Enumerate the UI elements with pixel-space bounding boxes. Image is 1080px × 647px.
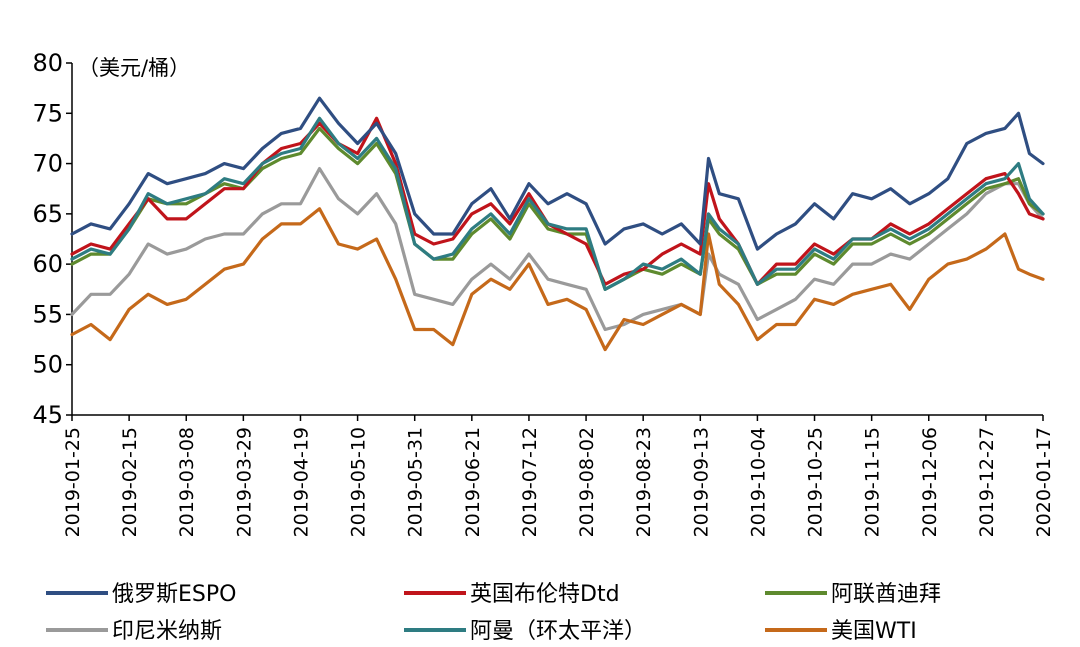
x-tick-label: 2019-12-06 [919,427,941,537]
x-tick-label: 2019-08-23 [633,427,655,537]
series-line-0 [70,96,1045,251]
series-line-3 [70,167,1045,332]
x-tick-label: 2019-03-29 [233,427,255,537]
x-tick-label: 2019-01-25 [62,427,84,537]
legend-label-5: 美国WTI [831,619,917,644]
series-line-4 [70,116,1045,291]
y-tick-label: 70 [32,150,63,178]
x-tick-label: 2019-09-13 [690,427,712,537]
x-tick-label: 2019-06-21 [462,427,484,537]
legend-label-3: 印尼米纳斯 [112,619,222,644]
y-axis: 45 50 55 60 65 70 75 80 [32,49,73,429]
x-tick-label: 2019-10-25 [805,427,827,537]
series-line-1 [70,116,1045,286]
x-tick-label: 2019-05-10 [348,427,370,537]
y-tick-label: 45 [32,401,63,429]
x-tick-label: 2019-08-02 [576,427,598,537]
series-line-2 [70,126,1045,291]
legend-label-1: 英国布伦特Dtd [470,582,620,607]
x-tick-label: 2019-02-15 [119,427,141,537]
unit-label: （美元/桶） [78,56,190,80]
y-tick-label: 65 [32,200,63,228]
legend-label-2: 阿联酋迪拜 [831,582,941,607]
y-tick-label: 80 [32,49,63,77]
y-tick-label: 50 [32,351,63,379]
x-tick-label: 2019-05-31 [405,427,427,537]
y-tick-label: 60 [32,250,63,278]
x-tick-label: 2019-11-15 [862,427,884,537]
x-tick-label: 2019-07-12 [519,427,541,537]
legend-label-0: 俄罗斯ESPO [112,582,236,607]
x-axis: 2019-01-25 2019-02-15 2019-03-08 2019-03-29… [62,414,1055,537]
x-tick-label: 2019-03-08 [176,427,198,537]
x-tick-label: 2019-10-04 [747,427,769,537]
y-tick-label: 75 [32,99,63,127]
series-lines [70,96,1045,352]
x-tick-label: 2019-12-27 [976,427,998,537]
x-tick-label: 2020-01-17 [1033,427,1055,537]
series-line-5 [70,207,1045,352]
x-tick-label: 2019-04-19 [290,427,312,537]
legend-label-4: 阿曼（环太平洋） [470,619,646,644]
y-tick-label: 55 [32,300,63,328]
